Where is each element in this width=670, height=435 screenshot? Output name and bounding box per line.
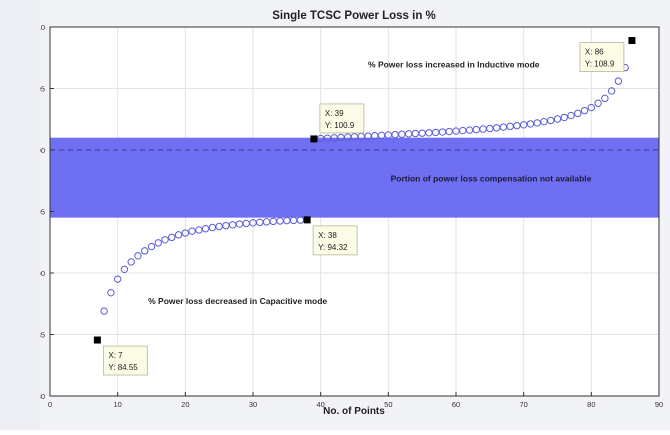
inductive-point [540,118,548,126]
capacitive-point [195,226,203,234]
band-layer: Portion of power loss compensation not a… [50,137,659,218]
inductive-point [607,87,616,95]
annotation-text: % Power loss decreased in Capacitive mod… [148,296,327,306]
inductive-point [601,94,609,103]
datatip-marker [93,336,101,344]
datatip-y-label: Y: 108.9 [585,60,615,69]
uncompensated-band [50,137,659,218]
annotation-text: % Power loss increased in Inductive mode [368,60,540,70]
datatip-box [312,225,358,256]
x-axis-label: No. of Points [323,406,385,417]
inductive-point [574,109,582,118]
x-tick-label: 50 [384,400,392,409]
datatip-y-label: Y: 84.55 [108,363,138,372]
inductive-point [533,119,541,127]
capacitive-point [141,247,149,255]
x-tick-label: 80 [587,400,595,409]
inductive-point [587,103,596,112]
data-points: % Power loss increased in Inductive mode… [100,60,629,315]
capacitive-point [100,307,108,315]
y-tick-label: 105 [32,85,45,94]
y-tick-label: 110 [33,23,45,32]
datatip-y-label: Y: 100.9 [325,121,355,130]
y-axis-label: Power Loss in % [14,183,25,263]
datatip-x-label: X: 86 [585,48,604,57]
x-tick-label: 20 [181,400,189,409]
y-tick-label: 85 [37,331,45,340]
datatip-marker [628,37,636,45]
capacitive-point [296,216,305,224]
y-tick-label: 100 [32,146,45,155]
datatip-y-label: Y: 94.32 [318,243,348,252]
capacitive-point [174,231,183,239]
inductive-point [594,99,602,107]
inductive-point [560,113,568,122]
datatip-x-label: X: 39 [325,109,344,118]
inductive-point [547,116,555,125]
capacitive-point [168,233,176,242]
capacitive-point [154,239,162,247]
y-tick-label: 95 [37,208,45,217]
x-tick-label: 10 [113,400,121,409]
capacitive-point [107,288,115,297]
datatip-box [102,345,148,376]
capacitive-point [188,227,196,235]
capacitive-point [161,236,169,244]
x-tick-label: 70 [519,400,527,409]
x-tick-label: 60 [452,400,460,409]
inductive-point [567,111,575,120]
inductive-point [614,77,623,85]
datatip-x-label: X: 38 [318,231,337,240]
chart-title: Single TCSC Power Loss in % [272,10,436,22]
capacitive-point [201,225,210,233]
capacitive-point [134,252,142,260]
band-label: Portion of power loss compensation not a… [391,174,592,184]
capacitive-point [181,229,190,237]
y-tick-label: 80 [37,392,45,401]
datatip-marker [303,216,311,224]
y-tick-label: 90 [37,269,45,278]
capacitive-point [113,275,122,283]
x-tick-label: 90 [655,400,663,409]
x-tick-label: 0 [48,400,52,409]
datatip-box [319,103,365,134]
capacitive-point [127,258,135,266]
datatips-layer: X: 7 Y: 84.55 X: 38 Y: 94.32 X: 39 Y: 100.9 X:… [93,37,636,376]
capacitive-point [147,242,156,251]
datatip-x-label: X: 7 [108,351,123,360]
datatip-box [579,42,625,72]
inductive-point [580,106,589,115]
inductive-point [553,115,562,123]
x-tick-label: 30 [249,400,257,409]
datatip-marker [310,135,318,143]
x-tick-label: 40 [316,400,324,409]
capacitive-point [120,265,129,274]
